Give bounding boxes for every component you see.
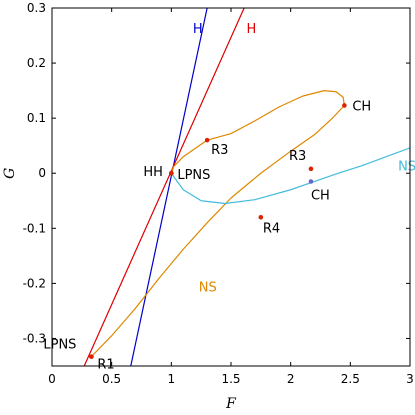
bifurcation-point-8 xyxy=(258,214,264,220)
x-tick-label: 2 xyxy=(287,372,295,386)
x-tick-label: 0.5 xyxy=(102,372,121,386)
x-tick-label: 3 xyxy=(406,372,414,386)
bifurcation-point-5 xyxy=(342,103,347,108)
curve-label-h-0: H xyxy=(193,22,203,37)
curve-label-h-1: H xyxy=(247,22,257,37)
y-tick-label: -0.3 xyxy=(23,331,46,345)
y-axis-title: G xyxy=(2,168,18,179)
y-tick-label: 0.2 xyxy=(27,56,46,70)
point-label-ch: CH xyxy=(352,99,371,114)
series-ns-2 xyxy=(90,90,345,358)
series-h-1 xyxy=(83,8,245,366)
point-label-r3: R3 xyxy=(211,143,228,158)
curve-label-ns-3: NS xyxy=(199,281,217,296)
x-tick-label: 2.5 xyxy=(341,372,360,386)
curve-label-ns-2: NS xyxy=(398,159,415,174)
series-ns-3 xyxy=(170,147,410,205)
bifurcation-point-7 xyxy=(308,179,314,184)
series-h-0 xyxy=(130,8,208,366)
point-label-ch: CH xyxy=(311,188,330,203)
point-label-r4: R4 xyxy=(263,221,280,236)
x-tick-label: 1.5 xyxy=(221,372,240,386)
x-tick-label: 0 xyxy=(48,372,56,386)
bifurcation-point-3 xyxy=(169,170,174,176)
point-label-r3: R3 xyxy=(289,149,306,164)
series-group xyxy=(83,8,410,366)
point-label-r1: R1 xyxy=(97,358,114,373)
y-tick-label: 0.1 xyxy=(27,111,46,125)
plot-frame xyxy=(51,7,411,367)
x-tick-label: 1 xyxy=(168,372,176,386)
y-tick-label: 0 xyxy=(38,166,46,180)
point-label-lpns: LPNS xyxy=(177,168,210,183)
point-label-lpns: LPNS xyxy=(43,338,76,353)
bifurcation-point-1 xyxy=(89,354,94,359)
y-tick-label: -0.2 xyxy=(23,276,46,290)
y-tick-label: -0.1 xyxy=(23,221,46,235)
point-label-hh: HH xyxy=(143,165,163,180)
axis-ticks: 0 0.5 1 1.5 2 2.5 3 -0.3 -0.2 -0.1 0 0.1 0.2 0.3 xyxy=(23,1,414,386)
bifurcation-point-4 xyxy=(204,137,210,143)
y-tick-label: 0.3 xyxy=(27,1,46,15)
x-axis-title: F xyxy=(225,396,237,412)
bifurcation-point-6 xyxy=(308,166,314,172)
